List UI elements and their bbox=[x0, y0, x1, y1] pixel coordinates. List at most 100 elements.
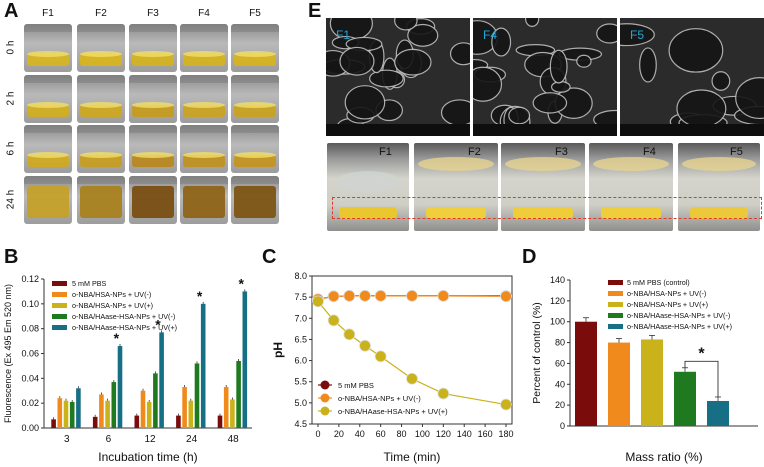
sem-label-F1: F1 bbox=[336, 28, 351, 42]
vial-rim bbox=[24, 176, 72, 184]
legend-swatch bbox=[52, 303, 67, 308]
y-tick-label: 7.0 bbox=[294, 313, 307, 323]
legend-swatch bbox=[608, 313, 623, 318]
bar bbox=[153, 373, 158, 428]
y-tick-label: 4.5 bbox=[294, 419, 307, 429]
sem-cell bbox=[525, 18, 540, 27]
bar bbox=[200, 303, 206, 428]
legend-label: o-NBA/HAase-HSA-NPs + UV(-) bbox=[72, 312, 175, 321]
vial-liquid bbox=[132, 155, 174, 167]
y-tick-label: 40 bbox=[555, 379, 565, 389]
vial-photo bbox=[501, 143, 585, 231]
vial-liquid bbox=[183, 54, 225, 66]
vial-photo bbox=[24, 125, 72, 173]
vial-rim bbox=[231, 75, 279, 83]
sem-image bbox=[620, 18, 764, 136]
row-label-6h: 6 h bbox=[5, 141, 17, 156]
legend-marker bbox=[320, 393, 330, 403]
plot-frame bbox=[311, 275, 513, 425]
photo-label-F1: F1 bbox=[379, 146, 392, 158]
data-point bbox=[359, 289, 371, 302]
x-tick-label: 48 bbox=[228, 434, 240, 445]
photo-gel-layer bbox=[339, 207, 397, 219]
legend-label: o-NBA/HSA-NPs + UV(-) bbox=[72, 290, 151, 299]
vial-rim bbox=[24, 24, 72, 32]
bar bbox=[146, 401, 152, 428]
vial-photo bbox=[231, 125, 279, 173]
vial-rim bbox=[77, 125, 125, 133]
bar bbox=[575, 321, 597, 426]
y-tick-label: 0.10 bbox=[21, 299, 39, 309]
bar bbox=[236, 360, 241, 428]
data-point bbox=[500, 290, 512, 303]
vial-meniscus bbox=[80, 102, 122, 108]
bar bbox=[63, 400, 69, 428]
vial-rim bbox=[180, 176, 228, 184]
y-tick-label: 60 bbox=[555, 358, 565, 368]
vial-meniscus bbox=[132, 102, 174, 108]
legend-label: 5 mM PBS (control) bbox=[627, 278, 690, 287]
bar bbox=[140, 390, 146, 428]
photo-label-F2: F2 bbox=[468, 146, 481, 158]
highlight-dashed-box bbox=[332, 197, 762, 219]
y-tick-label: 100 bbox=[550, 317, 565, 327]
vial-photo bbox=[77, 176, 125, 224]
panel-b-chart: 0.00 0.02 0.04 0.06 0.08 0.10 0.12 Fluorescence… bbox=[3, 274, 252, 464]
legend-label: o-NBA/HSA-NPs + UV(+) bbox=[72, 301, 153, 310]
vial-photo bbox=[231, 176, 279, 224]
vial-liquid bbox=[132, 105, 174, 117]
sem-cell bbox=[394, 18, 418, 31]
sem-scalebar bbox=[473, 124, 617, 136]
data-point bbox=[359, 339, 371, 352]
legend-swatch bbox=[608, 302, 623, 307]
vial-rim bbox=[180, 24, 228, 32]
sem-cell bbox=[596, 23, 617, 44]
y-axis-title: Fluorescence (Ex 495 Em 520 nm) bbox=[3, 284, 13, 423]
vial-photo bbox=[77, 75, 125, 123]
legend-swatch bbox=[52, 292, 67, 297]
vial-meniscus bbox=[27, 152, 69, 158]
vial-photo bbox=[589, 143, 673, 231]
sem-scalebar bbox=[620, 124, 764, 136]
y-tick-label: 8.0 bbox=[294, 271, 307, 281]
vial-rim bbox=[231, 176, 279, 184]
vial-rim bbox=[77, 24, 125, 32]
data-point bbox=[374, 350, 387, 363]
vial-photo bbox=[327, 143, 409, 231]
y-tick-label: 7.5 bbox=[294, 292, 307, 302]
vial-liquid bbox=[27, 186, 69, 218]
legend-label: 5 mM PBS bbox=[338, 381, 374, 390]
data-point bbox=[343, 328, 356, 341]
photo-label-F4: F4 bbox=[643, 146, 656, 158]
vial-meniscus bbox=[132, 51, 174, 57]
sem-cell bbox=[449, 42, 470, 66]
vial-photo bbox=[77, 24, 125, 72]
data-point bbox=[406, 289, 418, 302]
bar bbox=[159, 332, 164, 428]
panel-d-label: D bbox=[522, 246, 537, 268]
photo-gel-layer bbox=[513, 207, 573, 219]
row-label-0h: 0 h bbox=[5, 40, 17, 55]
sem-cell bbox=[394, 48, 432, 76]
x-tick-label: 180 bbox=[498, 429, 513, 439]
legend-label: o-NBA/HAase-HSA-NPs + UV(+) bbox=[627, 322, 732, 331]
y-tick-label: 6.0 bbox=[294, 356, 307, 366]
sem-cell bbox=[532, 92, 568, 114]
vial-liquid bbox=[183, 186, 225, 218]
vial-meniscus bbox=[80, 51, 122, 57]
vial-liquid bbox=[234, 186, 276, 218]
vial-meniscus bbox=[27, 102, 69, 108]
legend-label: o-NBA/HSA-NPs + UV(-) bbox=[338, 394, 421, 403]
sem-cell bbox=[550, 81, 571, 93]
x-tick-label: 120 bbox=[436, 429, 451, 439]
vial-photo bbox=[180, 176, 228, 224]
bar bbox=[111, 382, 117, 428]
y-tick-label: 120 bbox=[550, 296, 565, 306]
vial-rim bbox=[129, 75, 177, 83]
sem-cell bbox=[369, 69, 404, 88]
vial-rim bbox=[24, 75, 72, 83]
vial-liquid bbox=[27, 54, 69, 66]
photo-foam bbox=[418, 157, 494, 171]
legend-label: o-NBA/HAase-HSA-NPs + UV(-) bbox=[627, 311, 730, 320]
data-point bbox=[374, 289, 387, 302]
